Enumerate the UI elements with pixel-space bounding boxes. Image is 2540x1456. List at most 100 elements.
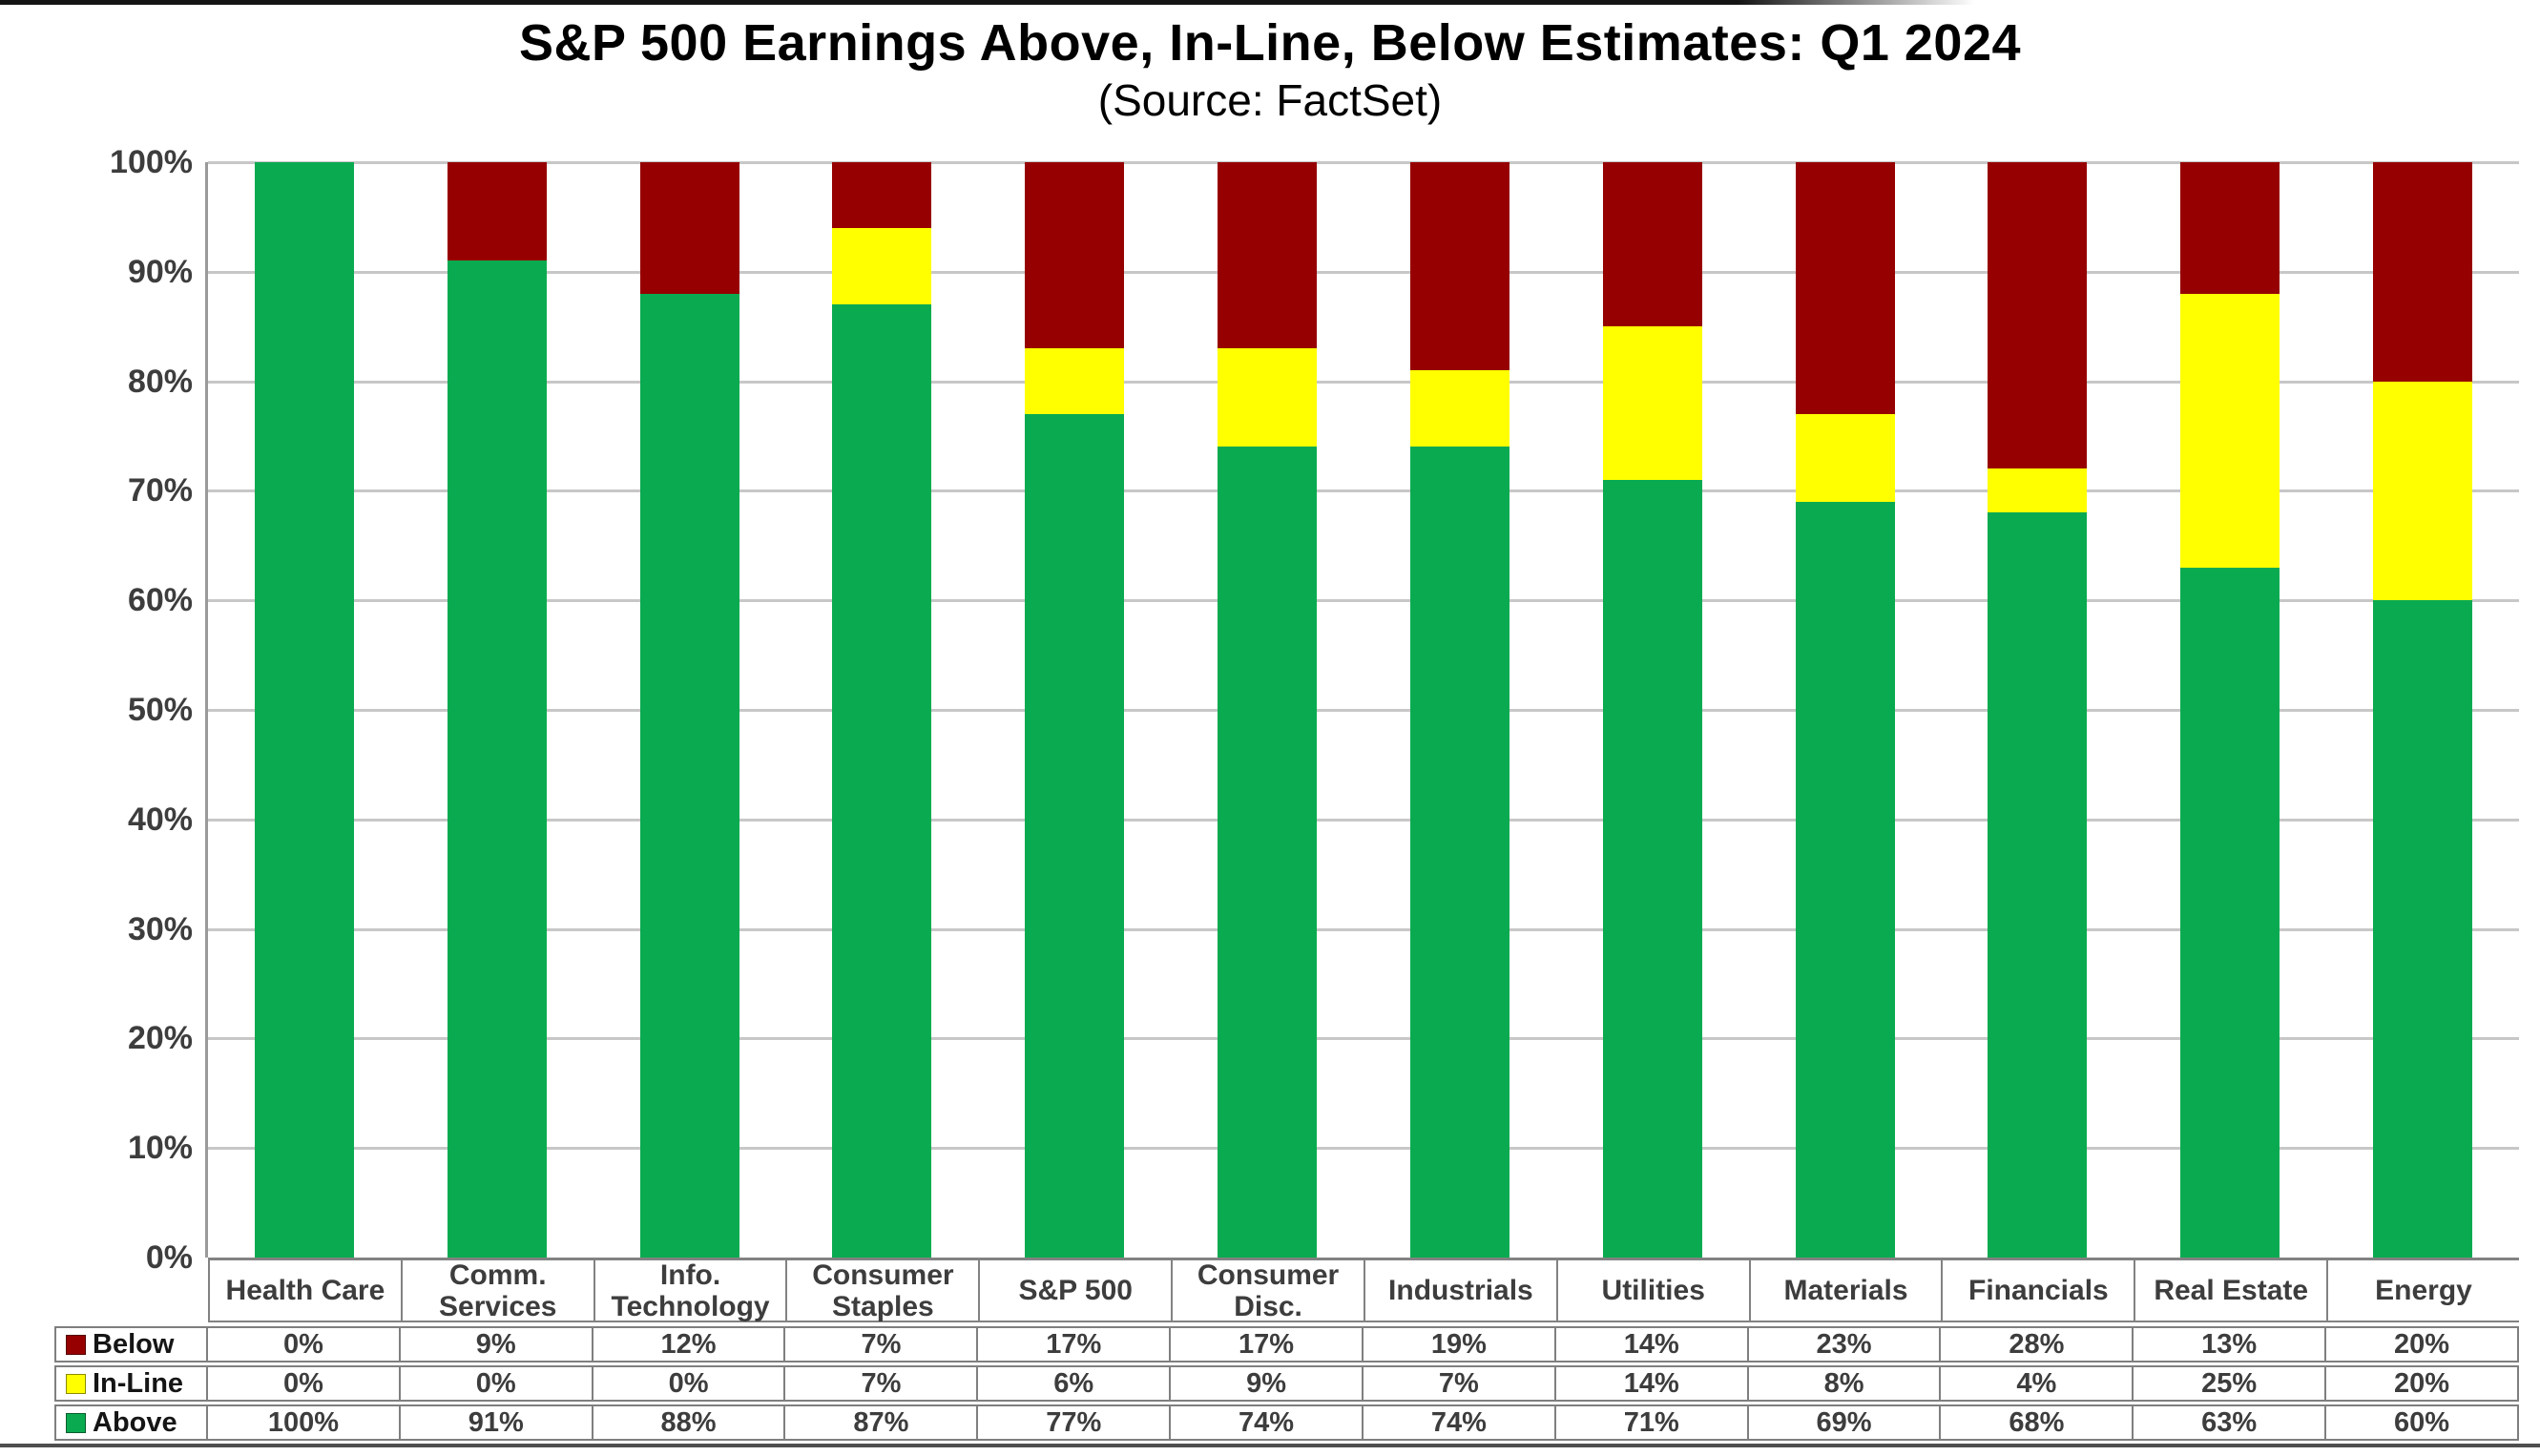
y-axis-line: [205, 162, 208, 1258]
legend-key-above-icon: [66, 1412, 86, 1433]
bar-segment-in-line-consumer-staples: [832, 227, 932, 305]
bar-segment-in-line-financials: [1988, 468, 2088, 513]
y-tick-label-20%: 20%: [127, 1020, 193, 1057]
value-below-comm-services: 9%: [401, 1328, 593, 1361]
category-header-consumer-disc-: Consumer Disc.: [1173, 1259, 1365, 1322]
value-above-real-estate: 63%: [2134, 1406, 2327, 1439]
table-row-below: Below 0% 9% 12% 7% 17% 17% 19% 14% 23% 28% 13% 20%: [54, 1326, 2519, 1362]
value-below-energy: 20%: [2394, 1328, 2450, 1360]
value-in-line-energy: 20%: [2394, 1367, 2450, 1399]
category-header-energy: Energy: [2375, 1275, 2472, 1306]
bar-segment-below-comm-services: [447, 162, 547, 261]
value-above-utilities: 71%: [1556, 1406, 1749, 1439]
category-header-consumer-staples: Consumer Staples: [787, 1259, 981, 1322]
bar-segment-above-financials: [1988, 512, 2088, 1258]
value-above-s-p-500: 77%: [978, 1406, 1172, 1439]
value-below-industrials: 19%: [1364, 1328, 1556, 1361]
value-above-materials: 69%: [1749, 1406, 1942, 1439]
value-below-materials: 23%: [1749, 1328, 1942, 1361]
value-in-line-materials: 8%: [1749, 1367, 1942, 1400]
bar-segment-above-consumer-staples: [832, 304, 932, 1258]
gridline-50%: [208, 709, 2519, 712]
category-header-health-care: Health Care: [208, 1260, 403, 1321]
value-below-info-technology: 12%: [593, 1328, 786, 1361]
value-below-utilities: 14%: [1556, 1328, 1749, 1361]
value-in-line-industrials: 7%: [1364, 1367, 1556, 1400]
value-below-consumer-disc-: 17%: [1171, 1328, 1364, 1361]
gridline-40%: [208, 818, 2519, 822]
gridline-60%: [208, 599, 2519, 603]
value-in-line-real-estate: 25%: [2134, 1367, 2327, 1400]
legend-label-below: Below: [56, 1328, 208, 1361]
data-table-category-header-row: Health Care Comm. Services Info. Technolog…: [208, 1258, 2519, 1322]
legend-label-in-line: In-Line: [56, 1367, 208, 1400]
y-tick-label-10%: 10%: [127, 1130, 193, 1167]
value-below-health-care: 0%: [208, 1328, 401, 1361]
bar-segment-below-info-technology: [639, 162, 739, 294]
value-in-line-consumer-disc-: 9%: [1171, 1367, 1364, 1400]
bar-segment-above-materials: [1795, 501, 1895, 1258]
chart-subtitle: (Source: FactSet): [1097, 75, 1443, 125]
value-below-real-estate: 13%: [2134, 1328, 2327, 1361]
gridline-80%: [208, 380, 2519, 384]
gridline-100%: [208, 161, 2519, 164]
legend-key-in-line-icon: [66, 1373, 86, 1394]
bar-segment-above-energy: [2373, 600, 2473, 1258]
bar-segment-in-line-consumer-disc-: [1218, 348, 1318, 447]
category-header-utilities: Utilities: [1558, 1260, 1751, 1321]
bar-segment-in-line-materials: [1795, 414, 1895, 502]
bar-segment-below-real-estate: [2180, 162, 2280, 294]
bar-segment-below-s-p-500: [1025, 162, 1125, 349]
bar-segment-below-energy: [2373, 162, 2473, 382]
value-below-s-p-500: 17%: [978, 1328, 1172, 1361]
chart-title: S&P 500 Earnings Above, In-Line, Below E…: [518, 14, 2022, 72]
gridline-90%: [208, 270, 2519, 274]
y-tick-label-100%: 100%: [110, 144, 193, 180]
bar-segment-in-line-energy: [2373, 381, 2473, 601]
value-above-financials: 68%: [1941, 1406, 2134, 1439]
table-row-in-line: In-Line 0% 0% 0% 7% 6% 9% 7% 14% 8% 4% 25% 20%: [54, 1365, 2519, 1402]
screenshot-top-edge-strip: [0, 0, 1975, 5]
y-tick-label-90%: 90%: [127, 253, 193, 290]
category-header-materials: Materials: [1751, 1260, 1944, 1321]
series-name: In-Line: [93, 1367, 184, 1399]
value-above-energy: 60%: [2394, 1406, 2450, 1438]
gridline-70%: [208, 489, 2519, 493]
bar-segment-above-utilities: [1602, 479, 1702, 1258]
bar-segment-above-comm-services: [447, 260, 547, 1258]
bar-segment-below-consumer-staples: [832, 162, 932, 228]
y-tick-label-50%: 50%: [127, 692, 193, 728]
y-tick-label-60%: 60%: [127, 582, 193, 619]
bar-segment-in-line-utilities: [1602, 326, 1702, 480]
value-below-consumer-staples: 7%: [785, 1328, 979, 1361]
bar-segment-above-real-estate: [2180, 567, 2280, 1258]
y-tick-label-30%: 30%: [127, 910, 193, 947]
bar-segment-below-financials: [1988, 162, 2088, 469]
bar-segment-in-line-industrials: [1409, 370, 1509, 447]
bar-segment-above-consumer-disc-: [1218, 447, 1318, 1258]
value-in-line-consumer-staples: 7%: [785, 1367, 979, 1400]
value-in-line-info-technology: 0%: [593, 1367, 786, 1400]
category-header-info-technology: Info. Technology: [595, 1259, 788, 1322]
bar-segment-below-utilities: [1602, 162, 1702, 327]
y-tick-label-80%: 80%: [127, 363, 193, 400]
value-in-line-s-p-500: 6%: [978, 1367, 1172, 1400]
bar-segment-in-line-real-estate: [2180, 293, 2280, 568]
series-name: Above: [93, 1406, 177, 1438]
bar-segment-above-s-p-500: [1025, 414, 1125, 1258]
value-above-consumer-disc-: 74%: [1171, 1406, 1364, 1439]
bar-segment-below-consumer-disc-: [1218, 162, 1318, 349]
value-above-industrials: 74%: [1364, 1406, 1556, 1439]
value-below-financials: 28%: [1941, 1328, 2134, 1361]
value-above-comm-services: 91%: [401, 1406, 593, 1439]
value-above-consumer-staples: 87%: [785, 1406, 979, 1439]
value-in-line-financials: 4%: [1941, 1367, 2134, 1400]
bar-segment-below-industrials: [1409, 162, 1509, 371]
series-name: Below: [93, 1328, 175, 1360]
value-above-info-technology: 88%: [593, 1406, 786, 1439]
y-tick-label-40%: 40%: [127, 801, 193, 838]
value-in-line-health-care: 0%: [208, 1367, 401, 1400]
bar-segment-in-line-s-p-500: [1025, 348, 1125, 415]
bar-segment-above-health-care: [254, 162, 354, 1258]
value-above-health-care: 100%: [208, 1406, 401, 1439]
